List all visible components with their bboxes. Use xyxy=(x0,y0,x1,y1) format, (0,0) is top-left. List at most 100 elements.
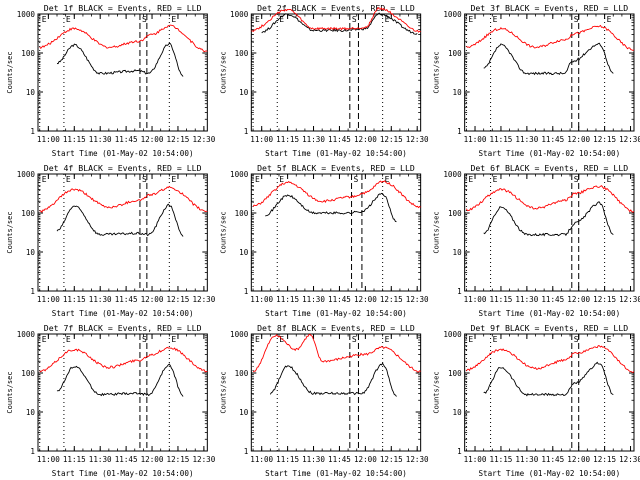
chart-panel-7: Det 7f BLACK = Events, RED = LLD Counts/s… xyxy=(6,323,216,478)
series-line-events xyxy=(483,201,614,237)
y-tick-label: 100 xyxy=(21,369,35,378)
x-tick-label: 11:45 xyxy=(115,135,138,144)
y-tick-label: 10 xyxy=(239,408,249,417)
x-tick-label: 12:00 xyxy=(354,455,377,464)
event-marker-label: E xyxy=(279,15,284,24)
x-axis-label: Start Time (01-May-02 10:54:00) xyxy=(265,469,407,478)
y-tick-label: 100 xyxy=(21,209,35,218)
x-tick-label: 12:30 xyxy=(406,295,429,304)
event-marker-label: E xyxy=(385,175,390,184)
y-tick-label: 100 xyxy=(448,209,462,218)
x-tick-label: 12:30 xyxy=(192,295,215,304)
series-line-lld xyxy=(466,345,635,374)
x-tick-label: 12:00 xyxy=(141,135,164,144)
event-marker-label: E xyxy=(255,15,260,24)
y-tick-label: 1 xyxy=(244,127,249,136)
x-tick-label: 11:30 xyxy=(89,295,112,304)
event-marker-label: S xyxy=(574,335,579,344)
x-tick-label: 11:15 xyxy=(63,455,86,464)
chart-title: Det 8f BLACK = Events, RED = LLD xyxy=(257,323,415,333)
y-tick-label: 100 xyxy=(235,49,249,58)
y-tick-label: 100 xyxy=(235,369,249,378)
x-axis-label: Start Time (01-May-02 10:54:00) xyxy=(52,309,194,318)
event-marker-label: E xyxy=(171,15,176,24)
y-tick-label: 10 xyxy=(26,408,36,417)
y-tick-label: 10 xyxy=(26,88,36,97)
event-marker-label: E xyxy=(493,15,498,24)
y-tick-label: 1 xyxy=(30,127,35,136)
x-tick-label: 11:15 xyxy=(490,455,513,464)
x-tick-label: 12:15 xyxy=(380,135,403,144)
event-marker-label: E xyxy=(385,15,390,24)
plot-frame xyxy=(37,13,208,132)
x-tick-label: 12:30 xyxy=(619,135,640,144)
x-tick-label: 11:00 xyxy=(464,135,487,144)
chart-title: Det 4f BLACK = Events, RED = LLD xyxy=(44,163,202,173)
y-tick-label: 1000 xyxy=(443,170,462,179)
x-tick-label: 12:15 xyxy=(593,295,616,304)
y-axis-label: Counts/sec xyxy=(219,211,227,253)
event-marker-label: S xyxy=(142,15,147,24)
x-tick-label: 11:30 xyxy=(89,455,112,464)
x-tick-label: 12:15 xyxy=(380,455,403,464)
x-tick-label: 11:15 xyxy=(276,295,299,304)
event-marker-label: E xyxy=(171,335,176,344)
event-marker-label: E xyxy=(255,175,260,184)
x-tick-label: 11:00 xyxy=(464,455,487,464)
event-marker-label: S xyxy=(354,175,359,184)
event-marker-label: E xyxy=(468,175,473,184)
chart-title: Det 3f BLACK = Events, RED = LLD xyxy=(470,3,628,13)
series-line-lld xyxy=(252,180,421,209)
x-axis-label: Start Time (01-May-02 10:54:00) xyxy=(52,469,194,478)
plot-frame xyxy=(464,13,635,132)
event-marker-label: S xyxy=(142,175,147,184)
chart-title: Det 7f BLACK = Events, RED = LLD xyxy=(44,323,202,333)
y-axis-label: Counts/sec xyxy=(433,371,441,413)
y-axis-label: Counts/sec xyxy=(433,211,441,253)
event-marker-label: E xyxy=(66,175,71,184)
x-tick-label: 12:30 xyxy=(192,455,215,464)
plot-frame xyxy=(250,173,422,292)
chart-panel-6: Det 6f BLACK = Events, RED = LLD Counts/s… xyxy=(433,163,640,318)
chart-title: Det 9f BLACK = Events, RED = LLD xyxy=(470,323,628,333)
chart-panel-8: Det 8f BLACK = Events, RED = LLD Counts/s… xyxy=(219,323,429,478)
y-axis-label: Counts/sec xyxy=(6,371,14,413)
y-tick-label: 10 xyxy=(453,248,463,257)
x-tick-label: 12:15 xyxy=(167,455,190,464)
chart-panel-3: Det 3f BLACK = Events, RED = LLD Counts/s… xyxy=(433,3,640,158)
x-tick-label: 11:30 xyxy=(515,295,538,304)
y-axis-label: Counts/sec xyxy=(6,211,14,253)
y-tick-label: 1000 xyxy=(230,170,249,179)
series-line-lld xyxy=(466,185,635,213)
chart-title: Det 1f BLACK = Events, RED = LLD xyxy=(44,3,202,13)
y-tick-label: 1 xyxy=(30,287,35,296)
x-tick-label: 12:30 xyxy=(406,135,429,144)
event-marker-label: E xyxy=(468,335,473,344)
series-line-lld xyxy=(466,24,635,51)
x-tick-label: 12:00 xyxy=(354,295,377,304)
x-tick-label: 11:30 xyxy=(302,295,325,304)
y-tick-label: 10 xyxy=(26,248,36,257)
series-line-events xyxy=(56,42,184,77)
y-tick-label: 1000 xyxy=(443,10,462,19)
x-tick-label: 11:15 xyxy=(63,295,86,304)
x-tick-label: 11:30 xyxy=(515,135,538,144)
y-axis-label: Counts/sec xyxy=(433,51,441,93)
x-tick-label: 12:15 xyxy=(167,135,190,144)
plot-frame xyxy=(250,333,422,452)
event-marker-label: E xyxy=(493,335,498,344)
event-marker-label: S xyxy=(574,175,579,184)
x-tick-label: 12:00 xyxy=(567,455,590,464)
series-line-lld xyxy=(251,6,421,33)
x-tick-label: 11:30 xyxy=(302,455,325,464)
x-tick-label: 11:00 xyxy=(464,295,487,304)
x-tick-label: 11:45 xyxy=(328,455,351,464)
chart-title: Det 6f BLACK = Events, RED = LLD xyxy=(470,163,628,173)
x-tick-label: 12:15 xyxy=(380,295,403,304)
x-tick-label: 11:15 xyxy=(490,135,513,144)
event-marker-label: E xyxy=(42,175,47,184)
x-tick-label: 12:00 xyxy=(141,455,164,464)
y-tick-label: 1000 xyxy=(17,330,36,339)
y-tick-label: 1000 xyxy=(230,10,249,19)
